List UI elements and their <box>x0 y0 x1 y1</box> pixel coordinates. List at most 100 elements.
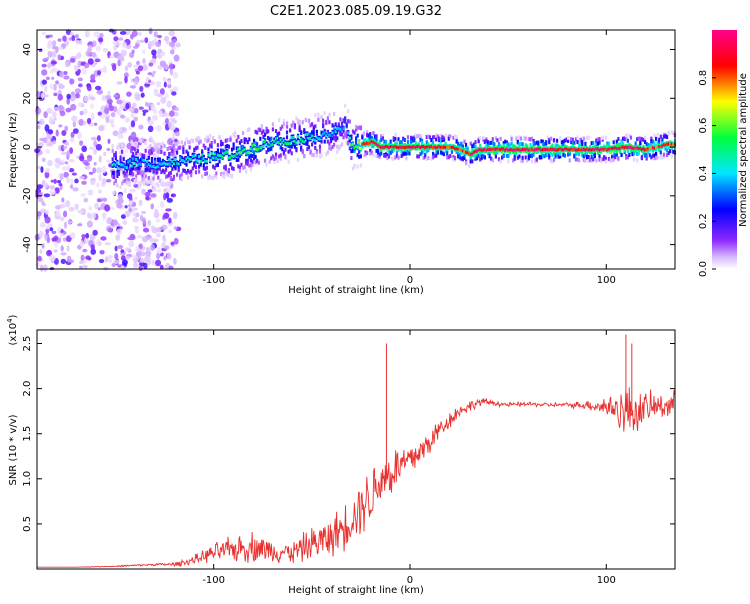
ridge-core-cell <box>172 162 176 166</box>
noise-cell <box>117 244 124 250</box>
noise-cell <box>74 92 80 99</box>
noise-cell <box>89 234 96 241</box>
ridge-core-cell <box>307 136 311 140</box>
colorbar-ticks: 0.00.20.40.60.8 <box>698 70 716 277</box>
ridge-halo-cell <box>658 140 661 145</box>
noise-cell <box>86 220 93 228</box>
noise-cell <box>142 112 146 116</box>
ridge-halo-cell <box>554 143 557 148</box>
ridge-halo-cell <box>336 136 339 141</box>
ridge-core-cell <box>138 162 141 166</box>
ridge-core-cell <box>322 132 325 136</box>
ridge-halo-cell <box>485 143 488 148</box>
noise-cell <box>41 243 45 249</box>
noise-cell <box>87 189 94 196</box>
colorbar-gradient <box>712 30 737 269</box>
ridge-core-cell <box>205 159 209 163</box>
noise-cell <box>69 147 74 154</box>
ridge-core-cell <box>306 132 309 136</box>
ridge-halo-cell <box>197 169 201 174</box>
ridge-halo-cell <box>318 154 322 159</box>
noise-cell <box>106 147 111 152</box>
ridge-halo-cell <box>265 130 268 135</box>
ridge-halo-cell <box>355 140 358 145</box>
ridge-halo-cell <box>227 169 231 174</box>
ridge-halo-cell <box>395 141 399 146</box>
ridge-halo-cell <box>221 148 224 153</box>
ridge-core-cell <box>483 148 486 152</box>
noise-cell <box>68 206 75 212</box>
ridge-core-cell <box>383 145 386 149</box>
ridge-halo-cell <box>119 155 122 160</box>
noise-cell <box>96 89 103 95</box>
ridge-halo-cell <box>188 170 191 175</box>
noise-cell <box>140 210 147 215</box>
ridge-core-cell <box>221 155 224 159</box>
noise-cell <box>70 103 77 111</box>
noise-cell <box>88 171 94 175</box>
ridge-core-cell <box>565 147 568 151</box>
ridge-halo-cell <box>386 152 389 157</box>
ridge-halo-cell <box>212 136 215 141</box>
noise-cell <box>120 50 126 57</box>
ridge-core-cell <box>136 163 139 167</box>
ridge-core-cell <box>186 155 190 159</box>
ridge-core-cell <box>406 145 410 149</box>
ridge-halo-cell <box>161 168 165 173</box>
noise-cell <box>59 216 65 222</box>
ridge-halo-cell <box>452 155 455 160</box>
ridge-halo-cell <box>117 171 121 176</box>
ridge-halo-cell <box>278 154 281 159</box>
ridge-core-cell <box>471 152 474 156</box>
ridge-halo-cell <box>210 140 213 145</box>
ridge-halo-cell <box>210 155 213 160</box>
ridge-core-cell <box>268 141 271 145</box>
ridge-halo-cell <box>483 155 486 160</box>
ridge-halo-cell <box>458 143 461 148</box>
ridge-halo-cell <box>246 140 249 145</box>
ridge-halo-cell <box>585 136 589 141</box>
noise-cell <box>97 111 102 116</box>
noise-cell <box>60 252 67 256</box>
ridge-halo-cell <box>251 148 254 153</box>
ridge-halo-cell <box>144 141 147 146</box>
noise-cell <box>68 167 75 173</box>
spectrogram-x-axis-label: Height of straight line (km) <box>288 285 424 296</box>
spectrogram-x-tick-label: -100 <box>202 275 225 286</box>
ridge-core-cell <box>311 134 314 138</box>
ridge-halo-cell <box>409 135 413 140</box>
ridge-halo-cell <box>458 153 461 158</box>
noise-cell <box>113 105 118 113</box>
noise-cell <box>119 31 127 35</box>
ridge-core-cell <box>315 135 318 139</box>
ridge-halo-cell <box>333 142 336 147</box>
ridge-halo-cell <box>543 154 546 159</box>
ridge-halo-cell <box>516 135 519 140</box>
ridge-core-cell <box>237 147 240 151</box>
noise-cell <box>80 254 85 262</box>
noise-cell <box>70 131 75 139</box>
ridge-halo-cell <box>647 150 650 155</box>
ridge-halo-cell <box>527 154 530 159</box>
noise-cell <box>93 162 97 166</box>
ridge-halo-cell <box>466 147 469 152</box>
ridge-halo-cell <box>532 152 535 157</box>
ridge-halo-cell <box>216 162 220 167</box>
spectrogram-x-tick-label: 100 <box>597 275 616 286</box>
ridge-halo-cell <box>293 144 296 149</box>
ridge-core-cell <box>395 145 399 149</box>
noise-cell <box>62 145 68 149</box>
ridge-halo-cell <box>196 153 199 158</box>
ridge-core-cell <box>446 145 449 149</box>
noise-cell <box>46 133 53 140</box>
ridge-halo-cell <box>463 153 466 158</box>
ridge-halo-cell <box>315 153 318 158</box>
ridge-halo-cell <box>670 146 673 151</box>
ridge-halo-cell <box>336 150 339 155</box>
ridge-halo-cell <box>384 153 388 158</box>
noise-cell <box>120 249 125 253</box>
ridge-halo-cell <box>545 153 548 158</box>
noise-cell <box>165 112 171 118</box>
ridge-halo-cell <box>442 136 446 141</box>
ridge-halo-cell <box>431 151 435 156</box>
